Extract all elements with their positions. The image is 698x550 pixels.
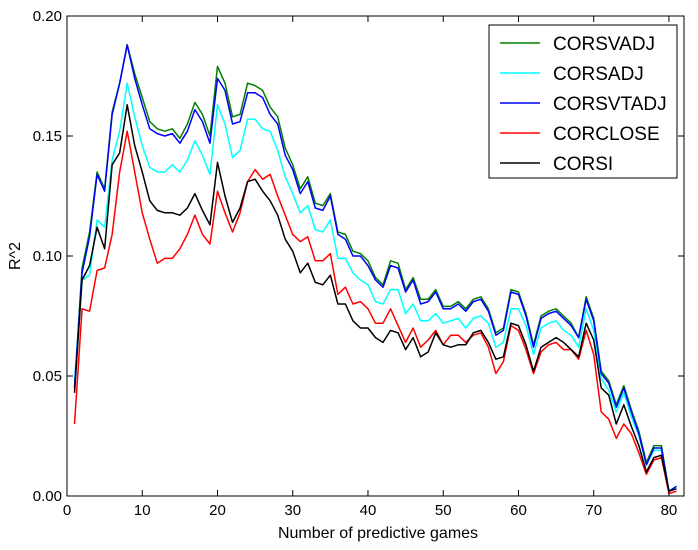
legend-label-corclose: CORCLOSE	[553, 124, 660, 145]
y-tick-label: 0.20	[33, 8, 62, 25]
plot-frame	[66, 15, 685, 497]
x-tick-label: 30	[284, 502, 301, 519]
y-axis-label: R^2	[7, 242, 24, 270]
legend: CORSVADJ CORSADJ CORSVTADJ CORCLOSE CORSI	[488, 24, 678, 179]
series-line-corsvtadj	[73, 44, 677, 492]
legend-label-corsvtadj: CORSVTADJ	[553, 94, 667, 115]
x-tick-label: 20	[209, 502, 226, 519]
series-layer	[73, 44, 677, 495]
x-tick-label: 80	[661, 502, 678, 519]
legend-label-corsadj: CORSADJ	[553, 64, 644, 85]
series-line-corclose	[73, 130, 677, 495]
x-tick-label: 0	[63, 502, 71, 519]
legend-label-corsvadj: CORSVADJ	[553, 34, 655, 55]
x-tick-label: 40	[360, 502, 377, 519]
x-tick-label: 70	[585, 502, 602, 519]
x-tick-label: 60	[510, 502, 527, 519]
y-tick-label: 0.10	[33, 248, 62, 265]
ticks-layer: 0 10 20 30 40 50 60 70 80 0.00 0.05 0.10 0.15 0.20	[33, 8, 684, 519]
x-tick-label: 50	[435, 502, 452, 519]
series-line-corsi	[73, 104, 677, 492]
x-tick-label: 10	[134, 502, 151, 519]
legend-label-corsi: CORSI	[553, 154, 613, 175]
x-axis-label: Number of predictive games	[278, 525, 478, 542]
y-tick-label: 0.05	[33, 368, 62, 385]
series-line-corsadj	[73, 82, 677, 492]
legend-box	[488, 24, 678, 179]
y-tick-label: 0.15	[33, 128, 62, 145]
y-tick-label: 0.00	[33, 488, 62, 505]
